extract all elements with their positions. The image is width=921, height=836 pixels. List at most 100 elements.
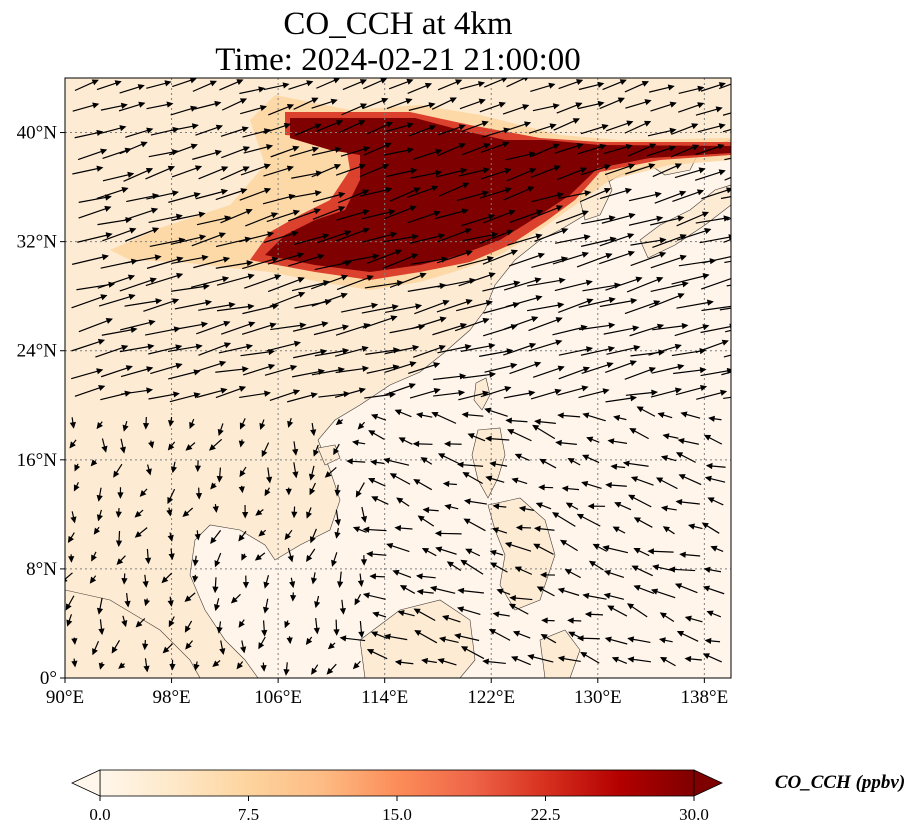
wind-vector [532, 366, 564, 378]
wind-vector-head [431, 411, 439, 418]
colorbar-tick-label: 7.5 [238, 805, 259, 824]
wind-vector-head [371, 496, 379, 502]
wind-vector-head [507, 429, 515, 435]
wind-vector-head [92, 648, 98, 656]
wind-vector-head [355, 490, 362, 498]
wind-vector [505, 296, 542, 308]
wind-vector-head [384, 142, 392, 149]
wind-vector-head [388, 209, 396, 216]
wind-vector-head [91, 554, 97, 562]
wind-vector-head [557, 302, 565, 309]
wind-vector-head [194, 533, 201, 541]
wind-vector-head [194, 165, 203, 172]
wind-vector-head [437, 658, 445, 665]
wind-vector-head [433, 210, 441, 217]
wind-vector-head [557, 365, 565, 372]
wind-vector-head [748, 191, 753, 195]
wind-vector-head [627, 250, 635, 257]
wind-vector-head [604, 636, 612, 643]
wind-vector-head [422, 506, 430, 514]
wind-vector-head [630, 395, 638, 402]
wind-vector-head [608, 215, 616, 222]
wind-vector-head [659, 612, 667, 619]
wind-vector-head [305, 637, 313, 645]
wind-vector-head [134, 531, 142, 538]
wind-vector-head [143, 599, 150, 607]
wind-vector [650, 282, 688, 293]
wind-vector [384, 304, 421, 314]
wind-vector-head [603, 569, 611, 576]
wind-vector [534, 228, 568, 242]
wind-vector-head [737, 79, 742, 83]
wind-vector-head [381, 97, 389, 104]
wind-vector-head [438, 344, 446, 351]
wind-vector-head [145, 468, 152, 476]
wind-vector-head [498, 101, 506, 108]
wind-vector-head [311, 667, 318, 675]
wind-vector [342, 254, 379, 263]
wind-vector-head [428, 102, 436, 109]
wind-vector-head [413, 608, 421, 615]
wind-vector-head [392, 569, 400, 576]
wind-vector-head [254, 554, 262, 561]
wind-vector-head [462, 182, 470, 189]
wind-vector-head [512, 630, 521, 637]
wind-vector [479, 230, 513, 244]
wind-vector [528, 317, 562, 332]
wind-vector-head [603, 187, 612, 194]
wind-vector [263, 231, 298, 244]
wind-vector-head [677, 293, 685, 299]
wind-vector-head [725, 187, 731, 194]
wind-vector-head [718, 169, 726, 176]
wind-vector-head [389, 473, 397, 480]
wind-vector-head [352, 526, 361, 533]
wind-vector [170, 235, 206, 245]
wind-vector [148, 215, 182, 224]
wind-vector-head [627, 233, 635, 240]
wind-vector-head [185, 642, 192, 650]
wind-vector-head [368, 430, 376, 437]
wind-vector-head [674, 583, 683, 590]
wind-vector-head [608, 297, 616, 304]
wind-vector-head [702, 653, 710, 659]
wind-vector [270, 324, 306, 331]
wind-vector [701, 305, 731, 312]
wind-vector-head [467, 433, 475, 439]
wind-vector-head [625, 144, 633, 151]
wind-vector-head [485, 300, 493, 307]
wind-vector-head [535, 502, 543, 509]
wind-vector-head [213, 604, 221, 612]
wind-vector [216, 305, 254, 312]
wind-vector [123, 168, 153, 182]
wind-vector-head [101, 254, 109, 261]
wind-vector-head [463, 498, 471, 505]
wind-vector [694, 170, 725, 181]
wind-vector [605, 277, 642, 291]
wind-vector [198, 303, 235, 311]
wind-vector-head [185, 444, 193, 451]
map-title-line2: Time: 2024-02-21 21:00:00 [215, 42, 580, 78]
wind-vector [269, 292, 305, 307]
wind-vector [193, 361, 226, 373]
wind-vector [382, 253, 418, 269]
wind-vector-head [504, 168, 512, 174]
wind-vector [174, 301, 211, 310]
wind-vector-head [333, 163, 342, 170]
wind-vector-head [363, 146, 371, 153]
wind-vector-head [354, 598, 361, 606]
wind-vector [336, 275, 373, 291]
wind-vector [652, 234, 686, 248]
wind-vector [337, 189, 369, 204]
wind-vector-head [222, 276, 230, 283]
wind-vector [480, 168, 511, 180]
wind-vector-head [680, 411, 688, 418]
wind-vector-head [584, 611, 592, 618]
wind-vector-head [697, 85, 705, 92]
wind-vector-head [681, 322, 689, 330]
wind-vector [266, 210, 299, 223]
wind-vector-head [245, 208, 253, 215]
wind-vector-head [718, 123, 726, 130]
wind-vector-head [581, 385, 589, 392]
wind-vector-head [242, 166, 250, 173]
wind-vector-head [238, 385, 247, 392]
